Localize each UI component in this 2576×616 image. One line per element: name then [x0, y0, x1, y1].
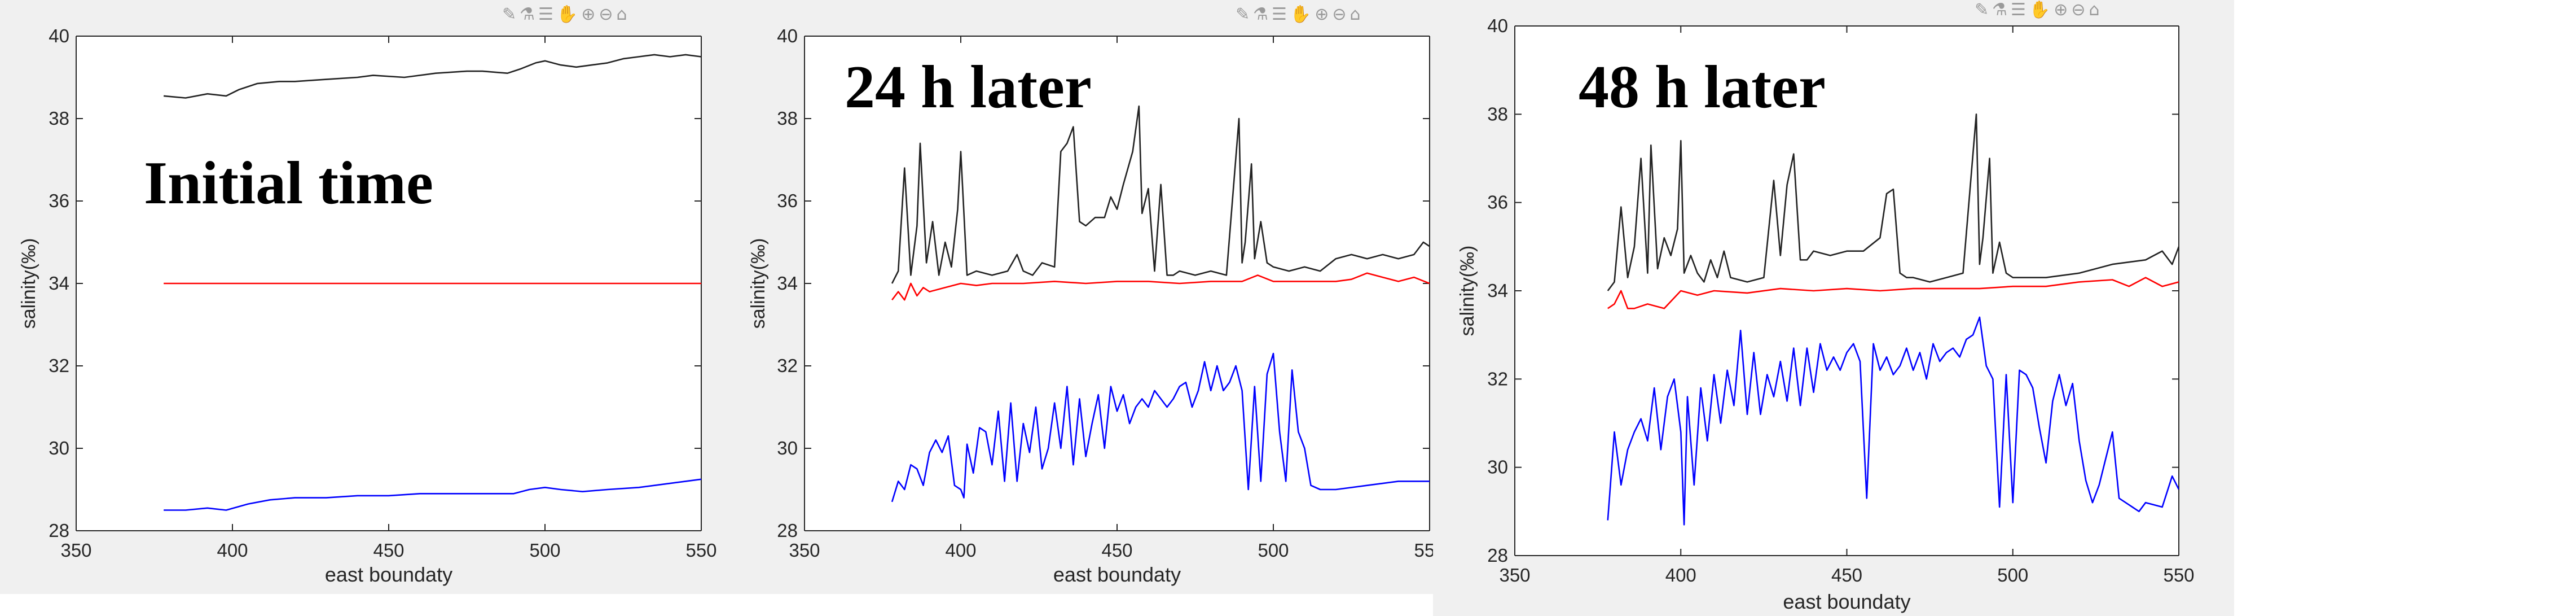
- x-tick-label: 500: [1997, 565, 2028, 586]
- y-tick-label: 30: [49, 438, 69, 458]
- y-tick-label: 28: [49, 520, 69, 541]
- series-line-1: [891, 272, 1430, 301]
- y-tick-label: 32: [777, 355, 798, 376]
- x-tick-label: 400: [945, 540, 976, 561]
- y-tick-label: 34: [777, 273, 798, 294]
- y-axis-label: salinity(‰): [1457, 246, 1478, 337]
- y-tick-label: 32: [1487, 368, 1508, 389]
- plot-area: [1515, 26, 2179, 556]
- panel-annotation: 24 h later: [845, 54, 1092, 121]
- y-tick-label: 38: [49, 108, 69, 129]
- x-tick-label: 350: [1499, 565, 1530, 586]
- x-tick-label: 400: [1665, 565, 1696, 586]
- salinity-chart-48h: 350 400 450 500 550 28 30 32 34 36 38 40 east bounda…: [1457, 15, 2195, 613]
- x-tick-label: 550: [1414, 540, 1433, 561]
- figure-48h-later: ✎⚗☰✋⊕⊖⌂ 350 400 450 500 550 28 30 32 34 36 38 40 eas…: [1433, 0, 2234, 616]
- x-tick-label: 450: [373, 540, 404, 561]
- x-axis-label: east boundaty: [1053, 563, 1181, 586]
- series-line-1: [1607, 277, 2179, 309]
- salinity-chart-24h: 350 400 450 500 550 28 30 32 34 36 38 40 east bounda…: [748, 25, 1433, 586]
- series-line-0: [163, 54, 701, 99]
- x-tick-label: 550: [2163, 565, 2194, 586]
- y-tick-label: 40: [49, 25, 69, 46]
- y-axis-label: salinity(‰): [18, 238, 39, 329]
- y-tick-label: 34: [49, 273, 69, 294]
- salinity-chart-initial: 350 400 450 500 550 28 30 32 34 36 38 40 east bounda…: [18, 25, 717, 586]
- x-tick-label: 450: [1101, 540, 1132, 561]
- series-line-2: [164, 478, 701, 511]
- x-tick-label: 350: [789, 540, 820, 561]
- series-line-0: [891, 105, 1430, 284]
- figure-toolbar[interactable]: ✎⚗☰✋⊕⊖⌂: [502, 5, 631, 24]
- y-tick-label: 32: [49, 355, 69, 376]
- figure-24h-later: ✎⚗☰✋⊕⊖⌂ 350 400 450 500 550 28 30 32 34 36 38 40 eas…: [740, 0, 1433, 594]
- x-axis-label: east boundaty: [325, 563, 452, 586]
- y-tick-label: 34: [1487, 280, 1508, 301]
- x-tick-label: 350: [60, 540, 91, 561]
- x-tick-label: 450: [1831, 565, 1862, 586]
- y-tick-label: 38: [1487, 103, 1508, 124]
- y-tick-label: 28: [1487, 545, 1508, 566]
- figure-toolbar[interactable]: ✎⚗☰✋⊕⊖⌂: [1236, 5, 1364, 24]
- x-tick-label: 500: [1258, 540, 1289, 561]
- x-tick-label: 500: [529, 540, 560, 561]
- series-line-0: [1607, 113, 2179, 291]
- plot-area: [805, 36, 1430, 531]
- figure-initial-time: ✎⚗☰✋⊕⊖⌂ 350 400 450 500 550 28 30 32 34 36 38 40 eas…: [0, 0, 740, 594]
- x-axis-label: east boundaty: [1783, 590, 1910, 613]
- x-tick-label: 400: [217, 540, 248, 561]
- y-tick-label: 40: [777, 25, 798, 46]
- panel-annotation: Initial time: [144, 150, 433, 217]
- y-tick-label: 38: [777, 108, 798, 129]
- series-line-2: [1607, 316, 2179, 526]
- y-tick-label: 40: [1487, 15, 1508, 36]
- series-line-2: [891, 352, 1430, 503]
- x-tick-label: 550: [685, 540, 716, 561]
- y-tick-label: 36: [1487, 192, 1508, 213]
- y-tick-label: 36: [49, 190, 69, 211]
- panel-annotation: 48 h later: [1579, 54, 1826, 121]
- y-tick-label: 36: [777, 190, 798, 211]
- figure-toolbar[interactable]: ✎⚗☰✋⊕⊖⌂: [1975, 0, 2103, 20]
- y-axis-label: salinity(‰): [748, 238, 769, 329]
- y-tick-label: 30: [1487, 457, 1508, 478]
- y-tick-label: 30: [777, 438, 798, 458]
- y-tick-label: 28: [777, 520, 798, 541]
